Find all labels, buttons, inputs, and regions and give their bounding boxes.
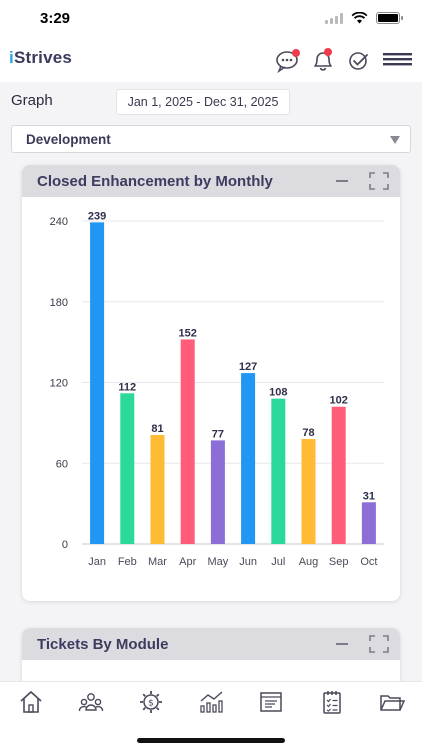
bar-jan <box>90 222 105 544</box>
bar-may <box>210 440 225 544</box>
chart-area: 0 60 120 180 240 239 Jan 112 Feb 81 Mar 152 Apr 77 May… <box>22 197 400 601</box>
x-tick-label: Aug <box>299 556 319 568</box>
project-select-value: Development <box>26 132 111 147</box>
bar-aug <box>301 439 316 544</box>
card-title: Tickets By Module <box>37 636 169 653</box>
data-label: 152 <box>179 327 197 339</box>
app-logo: iStrives <box>9 48 73 67</box>
check-circle-icon[interactable] <box>345 46 373 74</box>
x-tick-label: Jun <box>239 556 257 568</box>
data-label: 78 <box>302 427 314 439</box>
bell-icon[interactable] <box>309 46 337 74</box>
graph-label: Graph <box>11 92 53 109</box>
minimize-icon[interactable] <box>336 180 348 182</box>
data-label: 81 <box>151 423 163 435</box>
team-icon[interactable] <box>77 688 105 716</box>
x-tick-label: Jan <box>88 556 106 568</box>
signal-icon <box>325 12 343 24</box>
data-label: 108 <box>269 387 287 399</box>
home-indicator <box>137 738 285 743</box>
menu-icon[interactable] <box>382 46 414 74</box>
date-range-picker[interactable]: Jan 1, 2025 - Dec 31, 2025 <box>116 89 290 115</box>
board-icon[interactable] <box>257 688 285 716</box>
x-tick-label: Feb <box>118 556 137 568</box>
x-tick-label: Oct <box>360 556 377 568</box>
bar-feb <box>120 393 135 544</box>
data-label: 77 <box>212 428 224 440</box>
y-tick-label: 0 <box>62 539 68 551</box>
y-tick-label: 120 <box>50 378 68 390</box>
bar-apr <box>180 339 195 544</box>
status-time: 3:29 <box>40 10 71 27</box>
y-tick-label: 180 <box>50 297 68 309</box>
tickets-by-module-card: Tickets By Module <box>22 628 400 688</box>
bar-mar <box>150 434 165 544</box>
data-label: 112 <box>118 381 136 393</box>
wifi-icon <box>351 12 368 24</box>
expand-icon[interactable] <box>369 172 389 190</box>
status-bar: 3:29 <box>0 0 422 38</box>
project-select[interactable]: Development <box>11 125 411 153</box>
closed-enhancement-card: Closed Enhancement by Monthly 0 60 120 180 2… <box>22 165 400 601</box>
data-label: 127 <box>239 361 257 373</box>
bar-chart: 0 60 120 180 240 239 Jan 112 Feb 81 Mar 152 Apr 77 May… <box>50 210 384 568</box>
bell-badge <box>324 48 332 56</box>
folder-icon[interactable] <box>378 688 406 716</box>
x-tick-label: May <box>208 556 229 568</box>
card-header: Closed Enhancement by Monthly <box>22 165 400 197</box>
card-title: Closed Enhancement by Monthly <box>37 173 273 190</box>
bar-sep <box>331 406 346 544</box>
status-icons <box>325 12 403 24</box>
x-tick-label: Apr <box>179 556 196 568</box>
data-label: 31 <box>363 490 375 502</box>
data-label: 239 <box>88 210 106 222</box>
chevron-down-icon <box>390 136 400 144</box>
expand-icon[interactable] <box>369 635 389 653</box>
app-header: iStrives <box>0 38 422 82</box>
x-tick-label: Sep <box>329 556 349 568</box>
x-tick-label: Jul <box>271 556 285 568</box>
y-tick-label: 60 <box>56 458 68 470</box>
data-label: 102 <box>330 395 348 407</box>
analytics-icon[interactable] <box>197 688 225 716</box>
minimize-icon[interactable] <box>336 643 348 645</box>
checklist-icon[interactable] <box>318 688 346 716</box>
gear-dollar-icon[interactable]: $ <box>137 688 165 716</box>
svg-text:$: $ <box>148 699 154 709</box>
y-tick-label: 240 <box>50 216 68 228</box>
bar-jun <box>241 373 256 544</box>
bar-jul <box>271 398 286 544</box>
chat-icon[interactable] <box>274 46 302 74</box>
home-icon[interactable] <box>17 688 45 716</box>
bar-oct <box>361 502 376 544</box>
chat-badge <box>292 49 300 57</box>
battery-icon <box>376 12 403 24</box>
x-tick-label: Mar <box>148 556 167 568</box>
card-header: Tickets By Module <box>22 628 400 660</box>
